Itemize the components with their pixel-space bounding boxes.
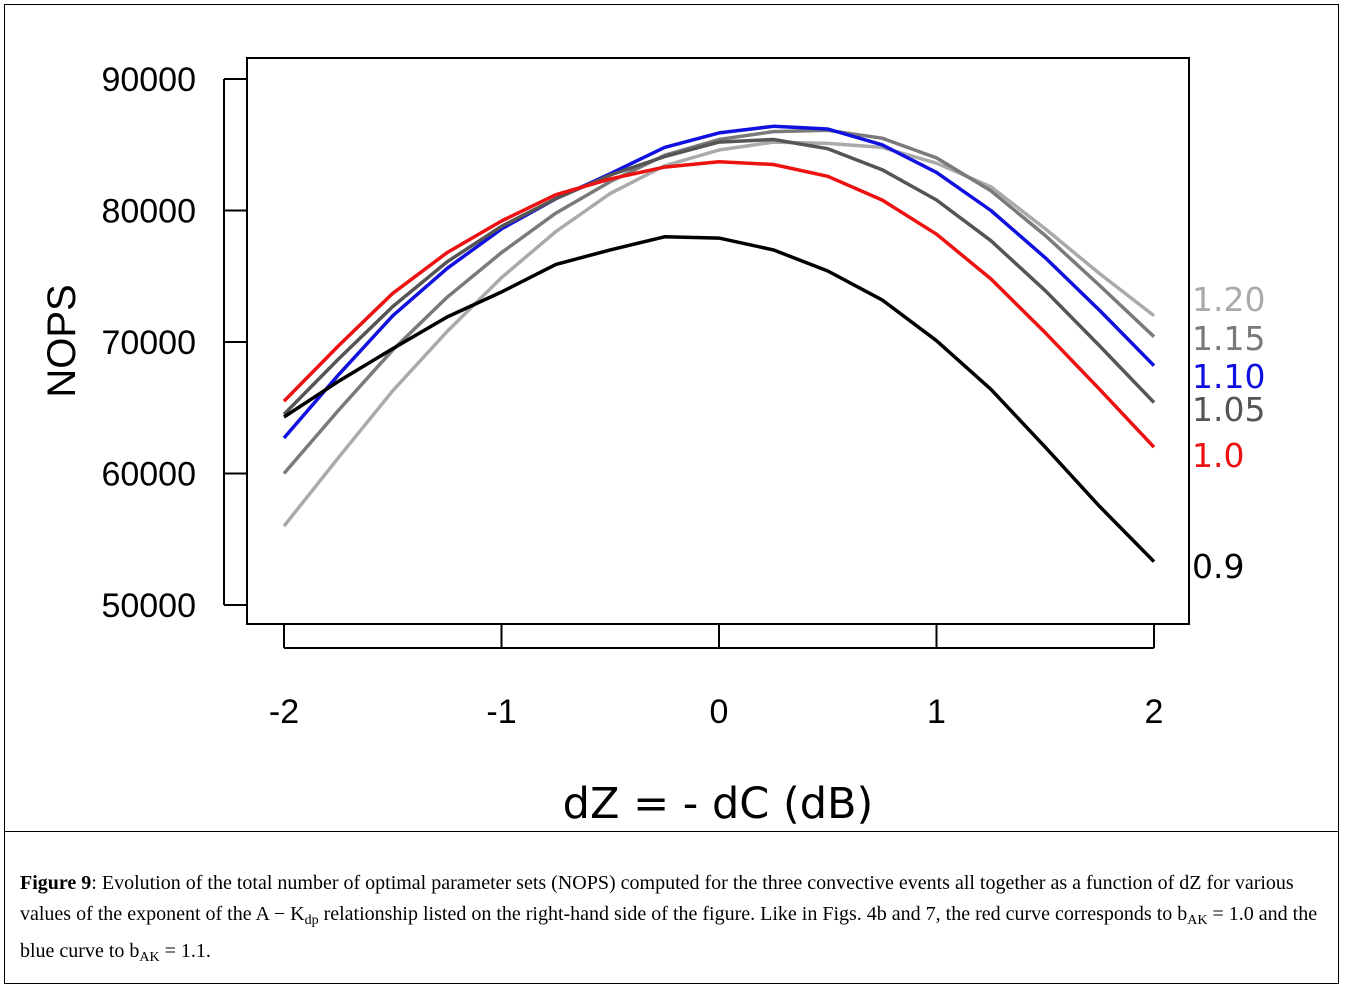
x-tick-label-1: -1 [486, 693, 516, 731]
series-line-1-0 [282, 160, 1156, 449]
x-tick-label-3: 1 [927, 693, 946, 731]
series-line-0-9 [283, 235, 1156, 563]
x-tick-label-0: -2 [269, 693, 299, 731]
y-tick-label-1: 60000 [101, 456, 196, 494]
x-axis-title: dZ = - dC (dB) [563, 779, 874, 829]
x-tick-label-2: 0 [710, 693, 729, 731]
caption-text-1: : Evolution of the total number of optim… [20, 872, 1294, 925]
series-label-1-15: 1.15 [1192, 319, 1265, 358]
series-line-1-10 [282, 124, 1156, 440]
series-lines-group [282, 124, 1156, 563]
caption-sub-dp: dp [304, 913, 319, 928]
figure-frame [4, 4, 1339, 984]
y-tick-label-0: 50000 [101, 587, 196, 625]
y-tick-label-4: 90000 [101, 61, 196, 99]
caption-sub-ak-2: AK [139, 950, 160, 965]
series-label-1-20: 1.20 [1192, 280, 1265, 319]
y-axis-title: NOPS [40, 284, 84, 397]
series-label-1-10: 1.10 [1192, 357, 1265, 396]
figure-caption: Figure 9: Evolution of the total number … [20, 868, 1325, 973]
caption-sub-ak-1: AK [1187, 913, 1208, 928]
y-tick-label-3: 80000 [101, 193, 196, 231]
series-line-1-20 [282, 140, 1156, 528]
caption-divider [4, 831, 1339, 832]
series-label-1-0: 1.0 [1192, 436, 1244, 475]
caption-text-4: = 1.1. [159, 940, 211, 962]
axes-group: 50000 60000 70000 80000 90000 -2 -1 0 1 2 [101, 61, 1163, 731]
series-label-0-9: 0.9 [1192, 547, 1244, 586]
series-label-1-05: 1.05 [1192, 390, 1265, 429]
caption-label: Figure 9 [20, 872, 92, 894]
caption-text-3: = 1.0 and the blue curve to b [20, 903, 1318, 962]
series-line-1-05 [282, 137, 1156, 416]
y-tick-label-2: 70000 [101, 324, 196, 362]
caption-text-2: relationship listed on the right-hand si… [318, 903, 1188, 925]
series-line-1-15 [282, 128, 1156, 475]
series-labels-group: 1.201.151.101.05 1.0 0.9 [1192, 280, 1265, 586]
x-tick-label-4: 2 [1145, 693, 1164, 731]
